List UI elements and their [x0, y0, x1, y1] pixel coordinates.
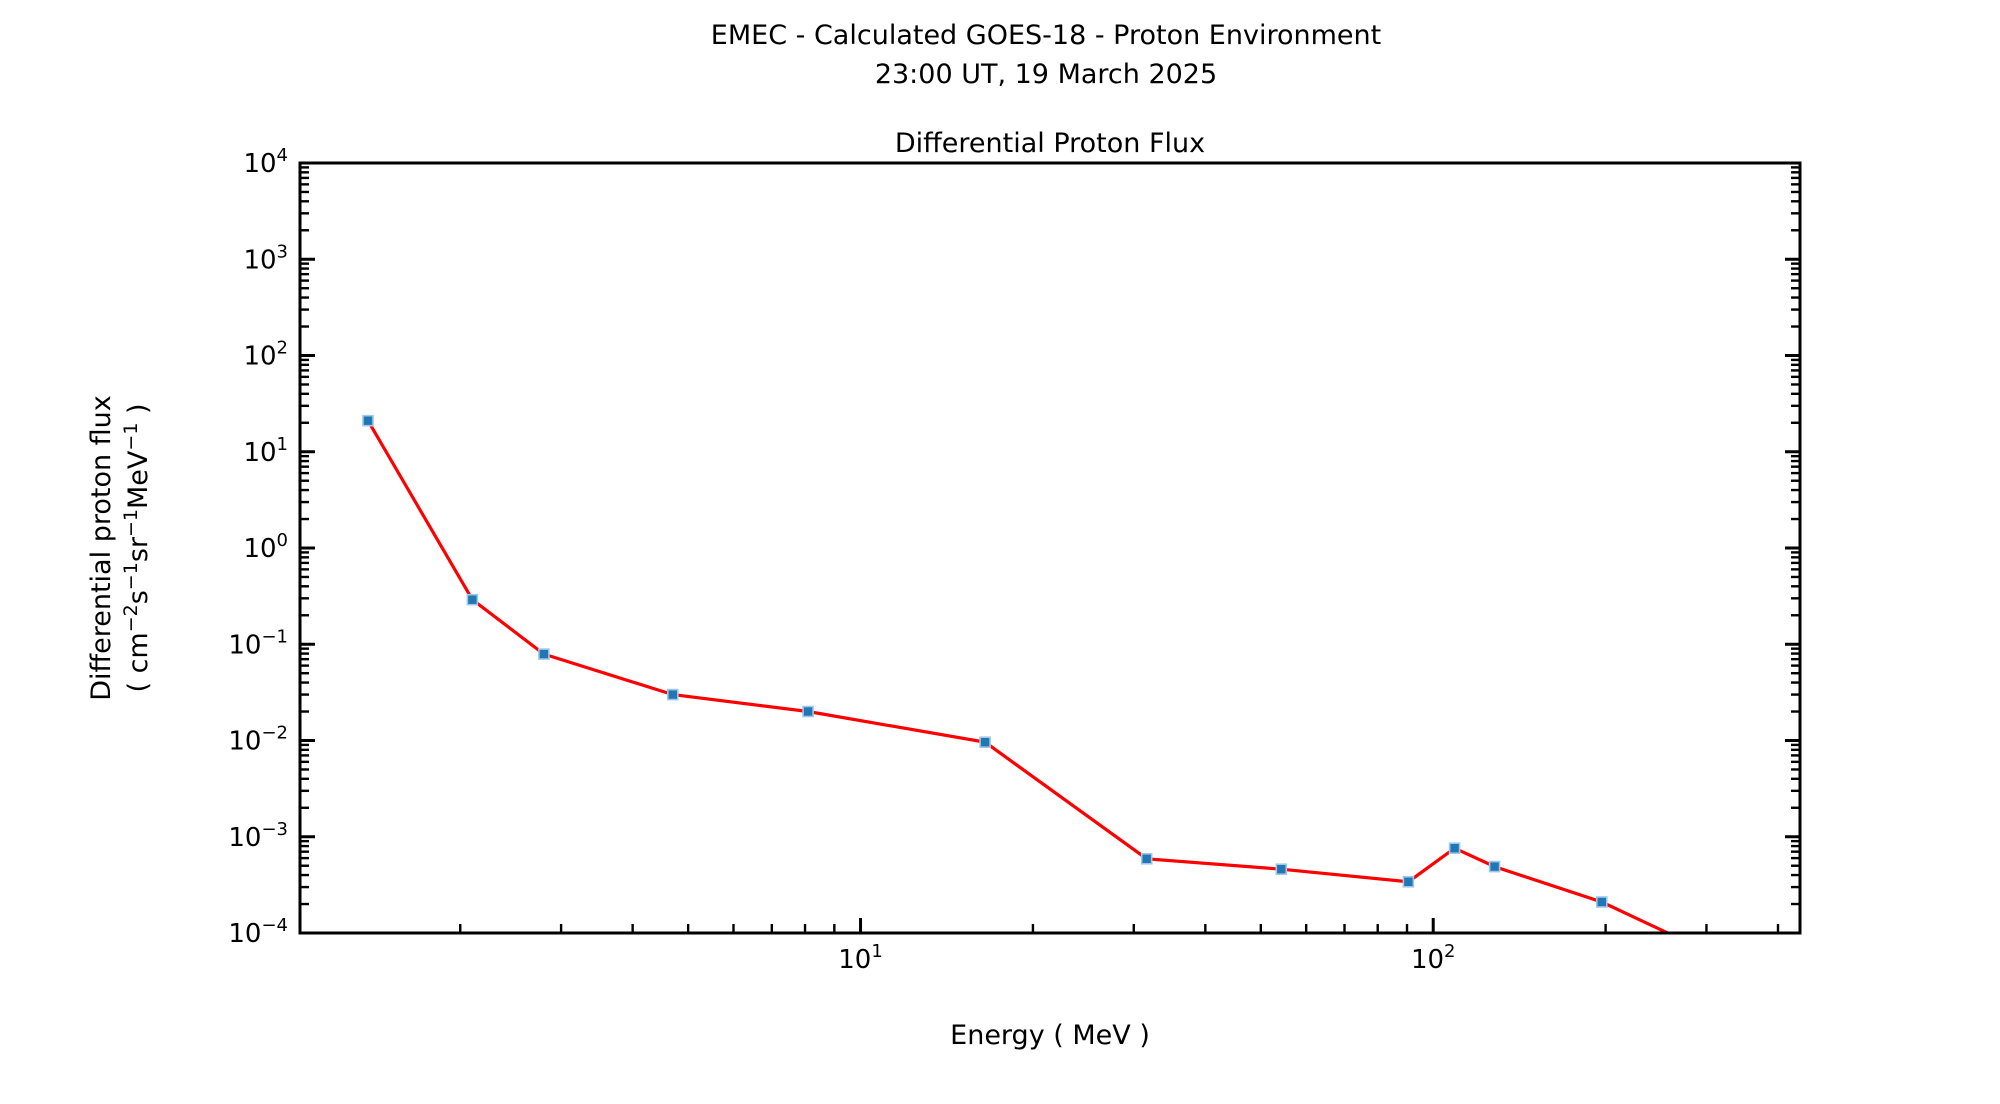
data-point-marker	[979, 736, 991, 749]
data-point-marker	[362, 414, 374, 427]
data-point-marker	[1275, 863, 1288, 876]
data-point-marker	[466, 593, 479, 606]
data-point-marker	[1596, 896, 1608, 908]
y-tick-label: 101	[243, 434, 288, 468]
axes-title: Differential Proton Flux	[895, 128, 1205, 159]
x-tick-label: 102	[1411, 941, 1456, 975]
y-axis-label-line1: Differential proton flux	[86, 395, 117, 701]
y-tick-label: 10−1	[228, 626, 288, 660]
data-point-marker	[1488, 860, 1501, 873]
y-tick-label: 103	[243, 241, 288, 275]
y-tick-label: 10−3	[228, 819, 288, 853]
y-tick-label: 104	[243, 145, 288, 179]
y-tick-label: 10−2	[228, 723, 288, 757]
data-point-marker	[1448, 842, 1461, 855]
y-tick-label: 10−4	[228, 915, 288, 949]
page-title: EMEC - Calculated GOES-18 - Proton Envir…	[711, 20, 1381, 51]
y-tick-label: 102	[243, 338, 288, 372]
series-group	[362, 414, 1693, 947]
y-axis-label-units: ( cm−2s−1sr−1MeV−1 )	[120, 403, 154, 692]
data-point-marker	[538, 648, 550, 660]
data-point-marker	[1402, 875, 1415, 888]
data-point-marker	[666, 688, 679, 701]
data-point-marker	[802, 705, 814, 718]
data-point-marker	[1140, 852, 1153, 865]
x-tick-label: 101	[838, 941, 883, 975]
y-tick-label: 100	[243, 530, 288, 564]
data-point-marker	[1683, 937, 1693, 947]
plot-area: 101 102 104 103 102 101 100 10−1 10−2 10−3 10−4	[228, 145, 1802, 975]
x-axis-label: Energy ( MeV )	[950, 1020, 1150, 1051]
axes-spines	[298, 161, 1802, 935]
page-subtitle-datetime: 23:00 UT, 19 March 2025	[875, 59, 1217, 90]
